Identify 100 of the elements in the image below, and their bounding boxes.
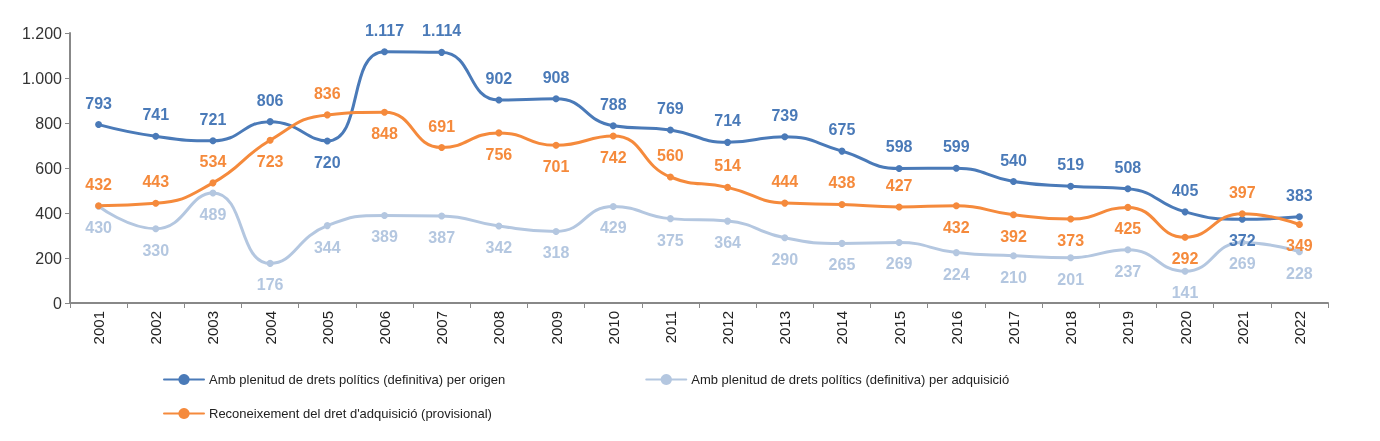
data-label: 228 xyxy=(1286,264,1313,282)
point xyxy=(1010,178,1017,185)
data-label: 383 xyxy=(1286,186,1313,204)
data-label: 330 xyxy=(142,241,170,259)
x-tick-label: 2003 xyxy=(204,311,222,345)
x-tick-label: 2010 xyxy=(604,311,622,345)
data-label: 224 xyxy=(942,265,970,283)
data-label: 430 xyxy=(85,219,113,237)
data-label: 444 xyxy=(771,173,799,191)
point xyxy=(438,144,446,152)
x-tick-label: 2020 xyxy=(1176,311,1194,345)
data-label: 318 xyxy=(542,244,570,262)
data-label: 714 xyxy=(714,112,742,130)
point xyxy=(552,141,560,149)
point xyxy=(381,211,388,219)
data-label: 836 xyxy=(313,84,341,102)
data-label: 691 xyxy=(428,117,456,135)
point xyxy=(152,225,160,233)
y-tick-label: 1.000 xyxy=(21,69,63,87)
data-label: 701 xyxy=(542,158,570,176)
point xyxy=(952,164,960,172)
point xyxy=(895,238,903,246)
data-label: 540 xyxy=(1000,151,1027,169)
x-tick-label: 2006 xyxy=(376,311,393,345)
point xyxy=(266,118,274,126)
y-tick-label: 0 xyxy=(53,294,63,312)
data-label: 349 xyxy=(1286,237,1313,255)
point xyxy=(381,48,388,56)
data-label: 292 xyxy=(1171,250,1199,268)
data-label: 176 xyxy=(256,276,284,294)
y-tick-label: 400 xyxy=(35,204,63,222)
data-label: 489 xyxy=(199,205,227,223)
point xyxy=(1067,182,1075,190)
data-label: 141 xyxy=(1171,284,1199,302)
x-tick-label: 2002 xyxy=(147,311,165,345)
data-label: 739 xyxy=(771,106,799,124)
x-tick-label: 2012 xyxy=(719,311,737,345)
data-label: 742 xyxy=(599,149,627,167)
point xyxy=(666,215,674,223)
point xyxy=(609,202,617,210)
data-label: 344 xyxy=(313,238,341,256)
point xyxy=(152,132,160,140)
legend-label: Reconeixement del dret d'adquisició (provisional) xyxy=(209,406,492,421)
y-tick-label: 600 xyxy=(35,159,63,177)
point xyxy=(438,48,446,56)
point xyxy=(781,234,789,242)
data-label: 375 xyxy=(657,231,684,249)
data-label: 372 xyxy=(1228,232,1256,250)
data-label: 265 xyxy=(828,256,856,274)
data-label: 237 xyxy=(1114,262,1142,280)
point xyxy=(1124,246,1132,254)
data-label: 438 xyxy=(828,174,856,192)
point xyxy=(1067,254,1075,262)
x-tick-label: 2001 xyxy=(90,311,108,345)
point xyxy=(1238,210,1246,218)
x-tick-label: 2015 xyxy=(890,311,908,345)
x-tick-label: 2005 xyxy=(318,311,336,345)
data-label: 201 xyxy=(1057,270,1085,288)
point xyxy=(1124,203,1132,211)
data-label: 534 xyxy=(199,152,227,170)
point xyxy=(552,95,560,103)
x-tick-label: 2016 xyxy=(947,311,965,345)
point xyxy=(95,121,103,129)
point xyxy=(495,129,503,137)
x-tick-label: 2009 xyxy=(547,311,565,345)
point xyxy=(1181,267,1189,275)
point xyxy=(895,203,903,211)
data-label: 432 xyxy=(85,175,113,193)
data-label: 598 xyxy=(885,138,913,156)
point xyxy=(1010,252,1017,260)
data-label: 723 xyxy=(256,153,284,171)
data-label: 514 xyxy=(714,157,742,175)
legend-label: Amb plenitud de drets polítics (definitiva) per origen xyxy=(209,372,506,387)
x-tick-label: 2022 xyxy=(1290,311,1308,345)
data-label: 389 xyxy=(371,228,398,246)
point xyxy=(209,179,217,187)
x-tick-label: 2018 xyxy=(1062,311,1080,345)
point xyxy=(1295,213,1303,221)
point xyxy=(666,173,674,181)
point xyxy=(781,133,789,141)
data-label: 290 xyxy=(771,250,799,268)
point xyxy=(1295,220,1303,228)
x-tick-label: 2011 xyxy=(661,311,679,344)
data-label: 1.117 xyxy=(364,21,405,39)
data-label: 769 xyxy=(657,99,684,117)
point xyxy=(838,200,846,208)
data-label: 210 xyxy=(1000,268,1027,286)
point xyxy=(152,199,160,207)
point xyxy=(1181,233,1189,241)
data-label: 269 xyxy=(1228,255,1256,273)
point xyxy=(609,132,617,140)
data-label: 756 xyxy=(485,145,513,163)
data-label: 908 xyxy=(542,68,570,86)
point xyxy=(1010,211,1017,219)
data-label: 342 xyxy=(485,239,513,257)
data-label: 405 xyxy=(1171,181,1199,199)
data-label: 848 xyxy=(371,125,398,143)
data-label: 429 xyxy=(599,219,627,237)
data-label: 721 xyxy=(199,110,227,128)
point xyxy=(838,239,846,247)
